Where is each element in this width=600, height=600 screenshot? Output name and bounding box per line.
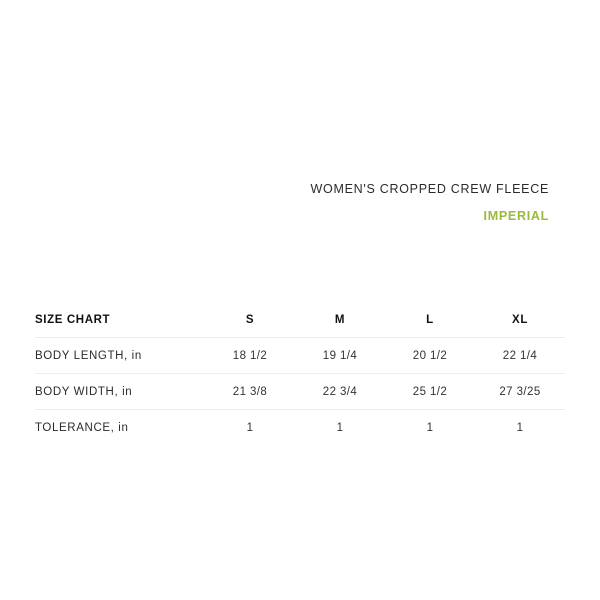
cell-body-width-l: 25 1/2 [385, 373, 475, 410]
cell-tolerance-l: 1 [426, 421, 434, 434]
cell-body-length-xl: 22 1/4 [475, 337, 565, 374]
table-row: TOLERANCE, in 1 1 1 1 [35, 410, 565, 446]
column-header-s: S [205, 302, 295, 338]
page-title: WOMEN'S CROPPED CREW FLEECE [310, 182, 549, 196]
cell-body-width-m: 22 3/4 [295, 373, 385, 410]
cell-body-width-xl: 27 3/25 [475, 373, 565, 410]
cell-tolerance-m: 1 [336, 421, 344, 434]
unit-system-label: IMPERIAL [483, 209, 549, 223]
cell-body-length-s: 18 1/2 [205, 337, 295, 374]
column-header-xl: XL [475, 302, 565, 338]
cell-body-length-l: 20 1/2 [385, 337, 475, 374]
table-row: BODY WIDTH, in 21 3/8 22 3/4 25 1/2 27 3… [35, 373, 565, 410]
cell-tolerance-s: 1 [246, 421, 254, 434]
cell-body-width-s: 21 3/8 [205, 373, 295, 410]
column-header-l: L [385, 302, 475, 338]
size-chart-table: SIZE CHART S M L XL BODY LENGTH, in 18 1… [35, 302, 565, 445]
row-label-body-width: BODY WIDTH, in [35, 373, 205, 410]
cell-body-length-m: 19 1/4 [295, 337, 385, 374]
chart-header: WOMEN'S CROPPED CREW FLEECE IMPERIAL [35, 182, 549, 224]
row-label-body-length: BODY LENGTH, in [35, 337, 205, 374]
table-row: BODY LENGTH, in 18 1/2 19 1/4 20 1/2 22 … [35, 337, 565, 374]
cell-tolerance-xl: 1 [516, 421, 524, 434]
table-corner-label: SIZE CHART [35, 302, 205, 338]
table-header-row: SIZE CHART S M L XL [35, 302, 565, 338]
column-header-m: M [295, 302, 385, 338]
row-label-tolerance: TOLERANCE, in [35, 421, 129, 434]
